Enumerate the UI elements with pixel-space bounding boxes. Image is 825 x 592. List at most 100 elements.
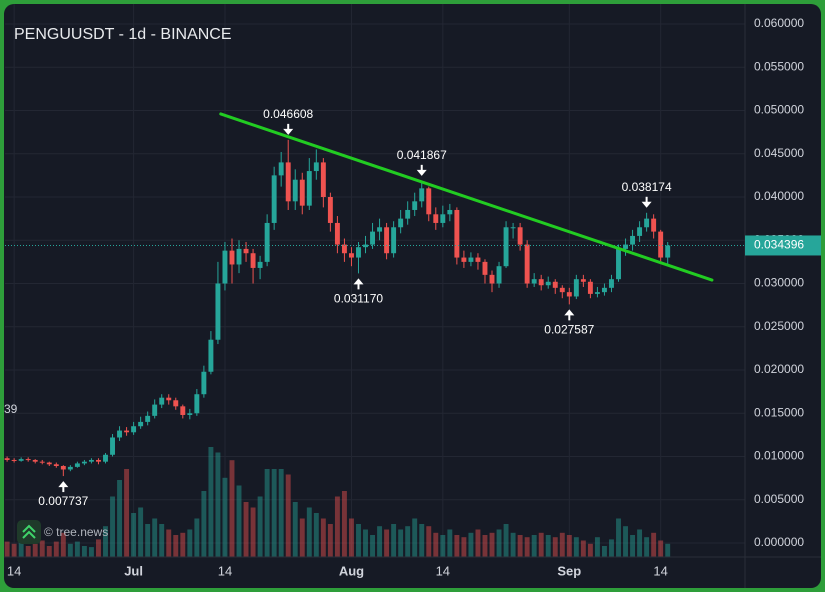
candle-body [271,175,277,223]
candle-body [110,437,115,455]
candle-body [630,235,636,245]
candle-body [510,227,516,229]
candle-body [573,279,579,297]
candle-body [313,162,319,172]
candle-body [489,274,495,284]
candle-body [454,209,460,258]
candle-body [278,162,284,176]
candle-body [461,257,467,262]
candle-body [60,466,66,470]
volume-bar [103,526,108,557]
volume-bar [39,540,45,557]
candle-body [524,244,530,284]
volume-bar [503,524,509,557]
x-tick-label: 14 [218,563,232,578]
volume-bar [117,480,123,557]
candle-body [11,459,17,461]
volume-bar [489,532,495,557]
y-tick-label: 0.000000 [754,535,804,549]
chart-title: PENGUUSDT - 1d - BINANCE [14,26,232,43]
candle-body [559,287,565,293]
watermark: © tree.news [17,520,108,544]
volume-bar [25,546,31,557]
y-tick-label: 0.020000 [754,362,804,376]
candle-body [152,404,158,416]
candle-body [609,279,614,288]
volume-bar [454,535,460,557]
x-tick-label: 14 [7,563,21,578]
volume-bar [475,529,481,557]
candle-body [264,222,270,262]
annotation-arrow-head [58,481,69,488]
x-tick-label: Aug [339,563,364,578]
volume-bar [433,532,439,557]
candle-body [257,261,263,268]
candle-body [166,397,172,401]
volume-bar [363,529,368,557]
candle-body [412,201,418,210]
candle-body [419,188,425,202]
y-tick-label: 0.040000 [754,189,804,203]
volume-bar [426,526,432,557]
candle-body [552,281,558,288]
volume-bar [616,518,621,557]
volume-bar [194,518,200,557]
candle-body [117,430,123,438]
candle-body [74,463,80,467]
candle-body [236,248,242,265]
candle-body [222,250,228,284]
candle-body [173,400,179,407]
volume-bar [11,543,17,557]
volume-bar [468,532,474,557]
volume-bar [257,496,263,557]
candle-body [405,209,411,219]
annotation-label: 0.038174 [622,180,672,194]
volume-bar [630,535,636,557]
volume-bar [623,526,628,557]
candle-body [327,197,333,223]
candle-body [503,227,509,267]
volume-layer [4,447,671,557]
volume-bar [658,540,664,557]
volume-bar [145,524,151,557]
candle-body [250,253,256,268]
annotation-label: 0.046608 [263,107,313,121]
candle-body [482,261,488,275]
volume-bar [552,537,558,557]
volume-bar [594,537,600,557]
y-tick-label: 0.055000 [754,59,804,73]
candle-body [601,287,607,293]
x-tick-label: 14 [653,563,667,578]
volume-bar [405,526,411,557]
volume-bar [292,502,298,557]
volume-bar [4,541,10,557]
volume-bar [124,469,130,557]
y-tick-label: 0.060000 [754,16,804,30]
chart: 0.007737 0.046608 0.031170 0.041867 0.027587… [4,4,821,588]
candle-layer [4,139,671,477]
candle-body [433,214,439,223]
candle-body [665,245,671,258]
y-tick-label: 0.050000 [754,103,804,117]
volume-bar [327,524,333,557]
volume-bar [201,491,207,557]
candle-body [341,244,347,254]
candle-body [348,253,354,258]
volume-bar [187,529,193,557]
volume-bar [152,518,158,557]
volume-bar [587,543,593,557]
candle-body [398,218,404,228]
last-price-box [745,235,821,256]
candle-body [88,459,94,462]
candle-body [334,222,340,245]
candle-body [468,257,474,262]
candle-body [194,394,200,414]
candle-body [285,162,291,202]
candle-body [96,459,101,462]
volume-bar [517,535,523,557]
candle-body [243,248,249,254]
annotation-arrow-head [416,169,427,176]
candle-body [538,279,544,286]
candle-body [391,227,397,254]
volume-bar [644,537,650,557]
